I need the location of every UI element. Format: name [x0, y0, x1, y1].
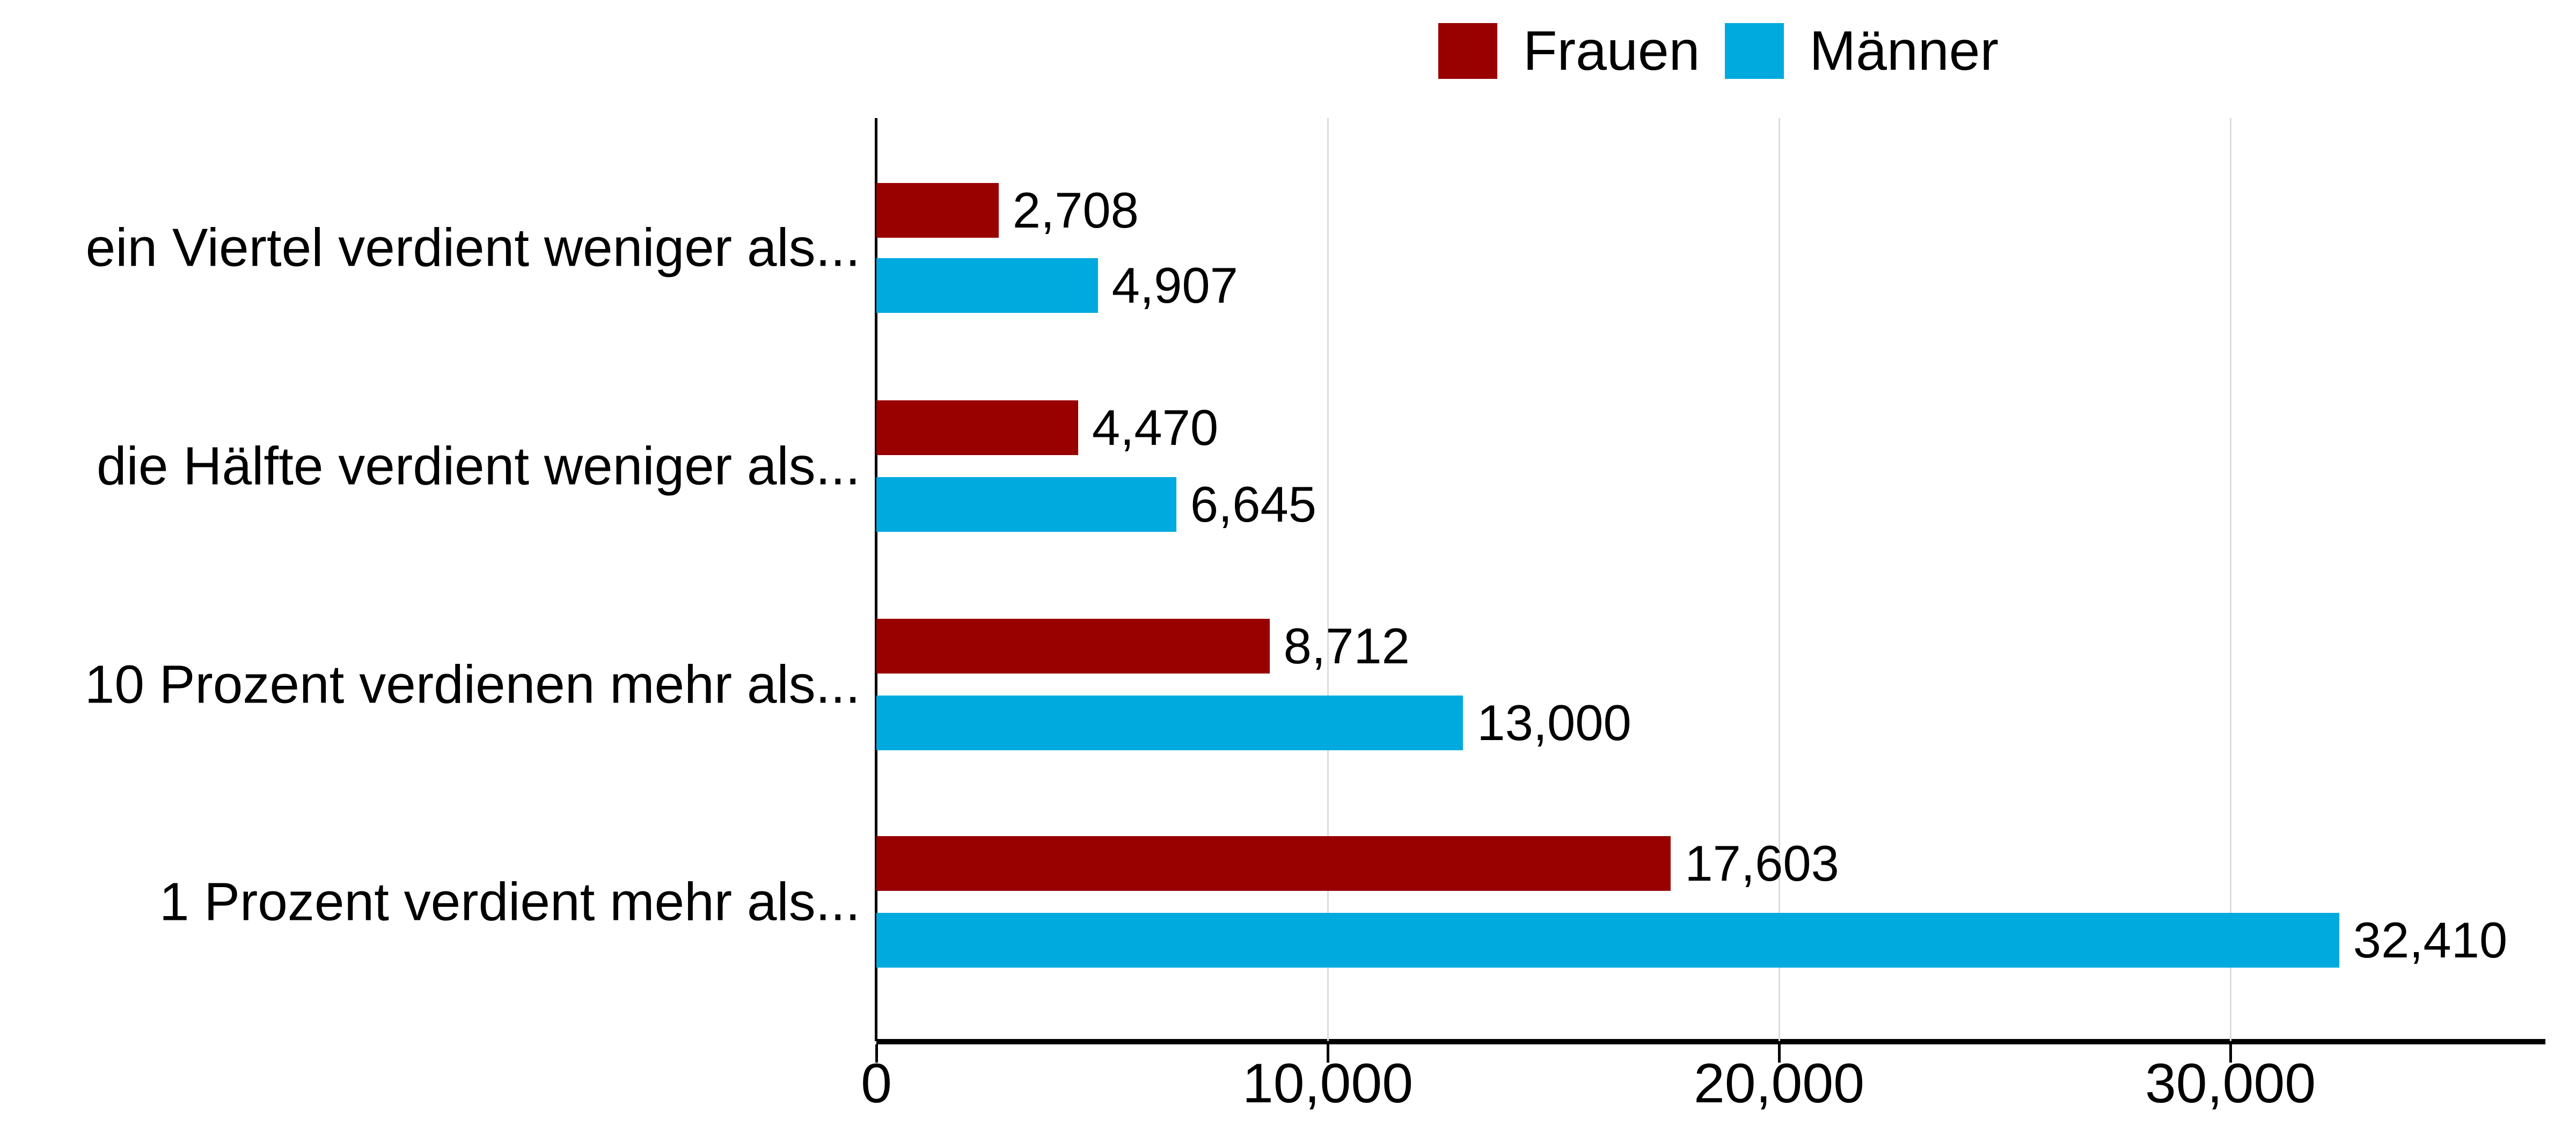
- x-tick: [2229, 1044, 2232, 1063]
- bar-frauen[interactable]: [876, 400, 1078, 455]
- y-axis-line: [875, 118, 877, 1041]
- bar-value-label: 13,000: [1477, 694, 1631, 751]
- bar-frauen[interactable]: [876, 183, 999, 238]
- bar-maenner[interactable]: [876, 696, 1463, 750]
- legend-label: Frauen: [1523, 20, 1700, 82]
- x-tick: [1778, 1044, 1781, 1063]
- x-axis-line: [876, 1039, 2545, 1044]
- gridline: [2230, 118, 2231, 1041]
- plot-area: 2,708 4,470 8,712 17,603 4,907 6,645 13,000 32,…: [875, 118, 2545, 1063]
- bar-value-label: 17,603: [1685, 835, 1839, 891]
- legend-item-frauen[interactable]: Frauen: [1438, 23, 1700, 79]
- bar-value-label: 6,645: [1190, 476, 1317, 532]
- bar-value-label: 2,708: [1012, 182, 1139, 238]
- chart-legend: Frauen Männer: [1438, 21, 2023, 80]
- x-tick-label: 30,000: [2145, 1052, 2316, 1115]
- x-tick: [1327, 1044, 1329, 1063]
- bar-maenner[interactable]: [876, 477, 1176, 532]
- legend-swatch-frauen: [1438, 23, 1497, 79]
- bar-frauen[interactable]: [876, 619, 1270, 674]
- category-label: 1 Prozent verdient mehr als...: [159, 872, 860, 932]
- x-tick-label: 10,000: [1242, 1052, 1414, 1115]
- x-tick-label: 0: [861, 1052, 892, 1115]
- category-label: 10 Prozent verdienen mehr als...: [84, 654, 860, 714]
- gridline: [1779, 118, 1780, 1041]
- gridline: [1327, 118, 1329, 1041]
- bar-maenner[interactable]: [876, 258, 1098, 313]
- bar-frauen[interactable]: [876, 836, 1671, 891]
- bar-value-label: 32,410: [2353, 912, 2508, 968]
- x-tick-label: 20,000: [1693, 1052, 1865, 1115]
- bar-value-label: 4,907: [1111, 257, 1238, 313]
- bar-value-label: 8,712: [1283, 618, 1410, 674]
- category-label: ein Viertel verdient weniger als...: [85, 217, 860, 278]
- category-label: die Hälfte verdient weniger als...: [97, 436, 860, 496]
- legend-swatch-maenner: [1724, 23, 1784, 79]
- bar-value-label: 4,470: [1092, 399, 1219, 456]
- x-tick: [875, 1044, 878, 1063]
- legend-label: Männer: [1809, 20, 1999, 82]
- bar-maenner[interactable]: [876, 913, 2339, 968]
- legend-item-maenner[interactable]: Männer: [1724, 20, 1999, 82]
